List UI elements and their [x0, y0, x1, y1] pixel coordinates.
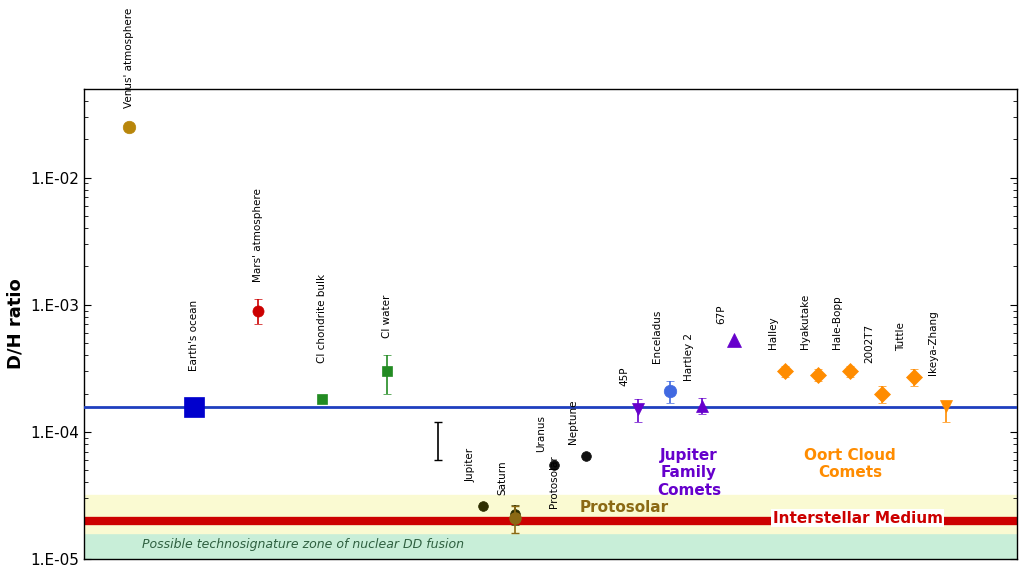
Text: Saturn: Saturn — [498, 460, 508, 495]
Text: Venus' atmosphere: Venus' atmosphere — [124, 8, 134, 108]
Text: Tuttle: Tuttle — [896, 323, 906, 351]
Bar — [84, 521, 1017, 559]
Bar — [84, 495, 1017, 533]
Text: Enceladus: Enceladus — [652, 309, 662, 363]
Text: Hartley 2: Hartley 2 — [684, 334, 694, 381]
Text: Oort Cloud
Comets: Oort Cloud Comets — [804, 448, 896, 480]
Text: Hale-Bopp: Hale-Bopp — [831, 295, 842, 349]
Text: 45P: 45P — [620, 366, 630, 386]
Text: Hyakutake: Hyakutake — [800, 294, 810, 349]
Y-axis label: D/H ratio: D/H ratio — [7, 278, 25, 369]
Text: 67P: 67P — [716, 305, 726, 324]
Text: Halley: Halley — [768, 316, 777, 349]
Text: Jupiter: Jupiter — [465, 448, 475, 482]
Text: Earth's ocean: Earth's ocean — [188, 300, 199, 371]
Text: CI water: CI water — [382, 294, 392, 338]
Text: CI chondrite bulk: CI chondrite bulk — [317, 274, 328, 363]
Text: Mars' atmosphere: Mars' atmosphere — [253, 189, 263, 282]
Text: 2002T7: 2002T7 — [864, 324, 874, 363]
Text: Protosolar: Protosolar — [580, 500, 669, 515]
Text: Jupiter
Family
Comets: Jupiter Family Comets — [657, 448, 721, 497]
Text: Interstellar Medium: Interstellar Medium — [773, 511, 943, 526]
Text: Neptune: Neptune — [568, 400, 579, 444]
Text: Uranus: Uranus — [536, 415, 546, 451]
Text: Possible technosignature zone of nuclear DD fusion: Possible technosignature zone of nuclear… — [142, 538, 464, 551]
Text: Protosolar: Protosolar — [549, 456, 559, 508]
Text: Ikeya-Zhang: Ikeya-Zhang — [929, 310, 938, 375]
